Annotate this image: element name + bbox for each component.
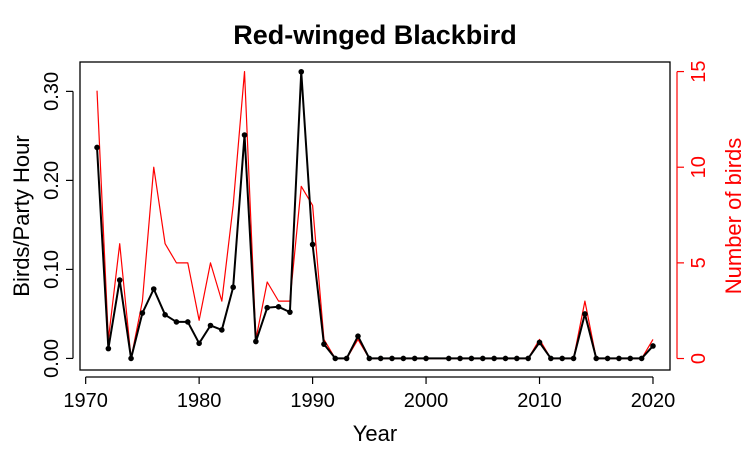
y-tick-label: 0.20 (41, 161, 63, 200)
y-axis-right: 0 5 10 15 (676, 60, 710, 364)
birds-per-party-hour-point (343, 355, 350, 362)
birds-per-party-hour-point (253, 338, 259, 345)
birds-per-party-hour-point (287, 309, 293, 315)
birds-per-party-hour-line (96, 70, 654, 360)
x-axis: 1970 1980 1990 2000 2010 2020 (63, 376, 676, 412)
y2-axis-label: Number of birds (721, 138, 746, 295)
birds-per-party-hour-point (116, 277, 123, 283)
birds-per-party-hour-point (241, 132, 248, 138)
birds-per-party-hour-point (230, 284, 236, 291)
birds-per-party-hour-point (298, 68, 305, 75)
chart-title: Red-winged Blackbird (233, 20, 517, 50)
number-of-birds-line (96, 70, 654, 360)
y2-tick-label: 10 (688, 156, 710, 178)
y-axis-label: Birds/Party Hour (9, 135, 34, 296)
x-tick-label: 1990 (290, 390, 335, 412)
birds-per-party-hour-point (309, 241, 316, 248)
birds-per-party-hour-point (94, 144, 100, 151)
birds-per-party-hour-point (445, 355, 452, 362)
birds-per-party-hour-point (184, 319, 191, 325)
birds-per-party-hour-point (162, 312, 168, 318)
y2-tick-label: 0 (688, 353, 710, 364)
birds-per-party-hour-point (321, 341, 327, 347)
birds-per-party-hour-point (491, 355, 497, 362)
birds-per-party-hour-point (514, 355, 520, 362)
y-axis-left: 0.00 0.10 0.20 0.30 (41, 72, 74, 378)
birds-per-party-hour-point (468, 355, 475, 362)
birds-per-party-hour-point (525, 355, 531, 362)
birds-per-party-hour-point (366, 355, 373, 362)
y-tick-label: 0.10 (41, 250, 63, 289)
birds-per-party-hour-point (548, 355, 554, 362)
birds-per-party-hour-point (411, 355, 418, 362)
birds-per-party-hour-point (627, 355, 634, 362)
x-tick-label: 1980 (177, 390, 222, 412)
birds-per-party-hour-point (423, 355, 429, 362)
birds-per-party-hour-point (150, 286, 157, 292)
birds-per-party-hour-point (173, 319, 180, 325)
birds-per-party-hour-point (570, 355, 577, 362)
y-tick-label: 0.00 (41, 339, 63, 378)
plot-frame (79, 61, 671, 371)
birds-per-party-hour-point (355, 333, 361, 339)
birds-per-party-hour-point (593, 355, 600, 362)
y2-tick-label: 5 (688, 257, 710, 268)
birds-per-party-hour-point (536, 339, 543, 346)
y2-tick-label: 15 (688, 60, 710, 82)
birds-per-party-hour-point (389, 355, 395, 362)
birds-per-party-hour-point (139, 310, 146, 316)
birds-per-party-hour-point (275, 303, 282, 310)
x-axis-label: Year (353, 421, 397, 446)
birds-per-party-hour-point (105, 345, 112, 352)
birds-per-party-hour-point (128, 355, 134, 362)
birds-per-party-hour-point (264, 304, 271, 311)
series-layer (94, 68, 656, 362)
birds-per-party-hour-point (332, 355, 339, 362)
x-tick-label: 2020 (631, 390, 676, 412)
birds-per-party-hour-point (638, 355, 645, 362)
birds-per-party-hour-point (196, 340, 202, 347)
birds-per-party-hour-point (207, 322, 214, 329)
y-tick-label: 0.30 (41, 72, 63, 111)
x-tick-label: 2000 (404, 390, 449, 412)
birds-per-party-hour-point (604, 355, 611, 362)
birds-per-party-hour-point (616, 355, 622, 362)
birds-per-party-hour-point (479, 355, 486, 362)
birds-per-party-hour-point (650, 343, 656, 349)
birds-per-party-hour-point (219, 327, 225, 333)
birds-per-party-hour-point (457, 355, 463, 362)
x-tick-label: 2010 (517, 390, 562, 412)
birds-per-party-hour-point (377, 355, 384, 362)
birds-per-party-hour-point (400, 355, 407, 362)
birds-per-party-hour-point (502, 355, 509, 362)
birds-per-party-hour-point (582, 311, 588, 317)
birds-per-party-hour-point (559, 355, 566, 362)
x-tick-label: 1970 (63, 390, 108, 412)
